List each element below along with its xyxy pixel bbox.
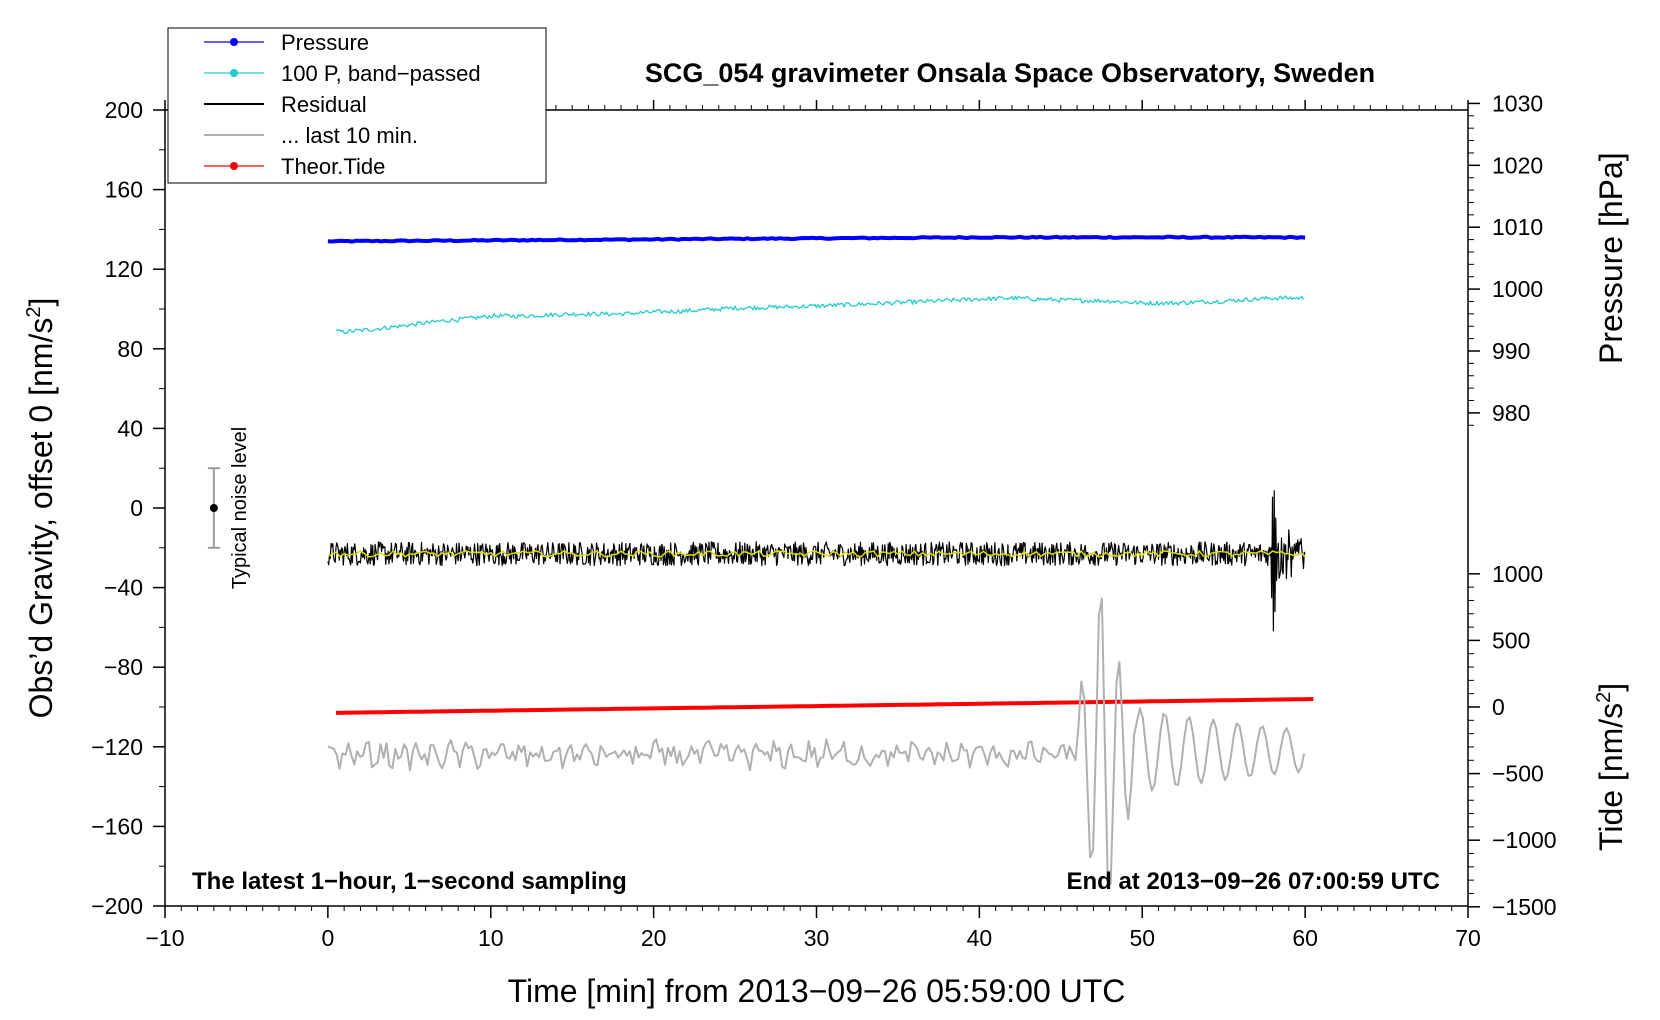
theoretical-tide-line bbox=[335, 697, 1314, 715]
plot-traces bbox=[327, 234, 1314, 886]
legend-marker bbox=[230, 38, 238, 46]
legend-box bbox=[167, 27, 547, 184]
legend-label: ... last 10 min. bbox=[281, 123, 418, 148]
tide-axis-title: Tide [nm/s2] bbox=[1593, 683, 1629, 851]
x-tick-label: 50 bbox=[1129, 925, 1155, 951]
noise-level-indicator: Typical noise level bbox=[207, 427, 251, 589]
noise-bar-center bbox=[209, 504, 218, 512]
y-tick-label: 160 bbox=[105, 177, 143, 203]
legend-marker bbox=[230, 162, 238, 170]
residual-smoothed-line bbox=[327, 550, 1306, 558]
x-tick-label: 10 bbox=[478, 925, 504, 951]
y-axis-title: Obs’d Gravity, offset 0 [nm/s2] bbox=[23, 298, 59, 719]
pressure-tick-label: 1010 bbox=[1492, 214, 1543, 240]
tide-axis-title-main: Tide [nm/s bbox=[1593, 703, 1629, 851]
band-passed-line bbox=[335, 295, 1305, 335]
tide-tick-label: 1000 bbox=[1492, 561, 1543, 587]
x-tick-label: 60 bbox=[1292, 925, 1318, 951]
y-axis-title-end: ] bbox=[23, 298, 59, 307]
tide-axis-title-end: ] bbox=[1593, 683, 1629, 692]
noise-level-label: Typical noise level bbox=[229, 427, 251, 589]
y-tick-label: −120 bbox=[91, 734, 143, 760]
tide-tick-label: 500 bbox=[1492, 627, 1530, 653]
tide-axis-title-sup: 2 bbox=[1593, 692, 1615, 703]
y-axis-title-main: Obs’d Gravity, offset 0 [nm/s bbox=[23, 318, 59, 719]
x-tick-label: 30 bbox=[804, 925, 830, 951]
y-tick-label: 0 bbox=[130, 495, 143, 521]
pressure-line bbox=[327, 234, 1306, 244]
tide-tick-label: −1000 bbox=[1492, 827, 1557, 853]
residual-line bbox=[327, 490, 1306, 632]
tide-tick-label: −1500 bbox=[1492, 894, 1557, 920]
y-tick-label: −80 bbox=[104, 654, 143, 680]
y-tick-label: 200 bbox=[105, 97, 143, 123]
y-tick-label: 80 bbox=[117, 336, 143, 362]
pressure-axis-title: Pressure [hPa] bbox=[1593, 152, 1629, 364]
pressure-tick-label: 1000 bbox=[1492, 276, 1543, 302]
y-tick-label: 40 bbox=[117, 415, 143, 441]
chart-title: SCG_054 gravimeter Onsala Space Observat… bbox=[645, 58, 1375, 88]
legend: Pressure 100 P, band−passed Residual ... la… bbox=[167, 27, 547, 184]
x-tick-label: 40 bbox=[967, 925, 993, 951]
y-axis-title-sup: 2 bbox=[23, 307, 45, 318]
legend-marker bbox=[230, 69, 238, 77]
sampling-note: The latest 1−hour, 1−second sampling bbox=[192, 868, 627, 895]
pressure-tick-label: 980 bbox=[1492, 400, 1530, 426]
x-tick-label: 0 bbox=[321, 925, 334, 951]
y-tick-label: −40 bbox=[104, 575, 143, 601]
tide-tick-label: −500 bbox=[1492, 761, 1544, 787]
y-tick-label: −200 bbox=[91, 893, 143, 919]
end-time-note: End at 2013−09−26 07:00:59 UTC bbox=[1066, 868, 1440, 895]
legend-label: 100 P, band−passed bbox=[281, 61, 481, 86]
pressure-tick-label: 1020 bbox=[1492, 152, 1543, 178]
tide-tick-label: 0 bbox=[1492, 694, 1505, 720]
pressure-tick-label: 1030 bbox=[1492, 90, 1543, 116]
y-tick-label: 120 bbox=[105, 256, 143, 282]
x-tick-label: 20 bbox=[641, 925, 667, 951]
axis-ticks: −10 0 10 20 30 40 50 60 70−200−160−120−80−400408… bbox=[91, 90, 1556, 951]
legend-label: Residual bbox=[281, 92, 367, 117]
x-tick-label: 70 bbox=[1455, 925, 1481, 951]
legend-label: Theor.Tide bbox=[281, 154, 385, 179]
x-axis-title: Time [min] from 2013−09−26 05:59:00 UTC bbox=[508, 973, 1126, 1009]
y-tick-label: −160 bbox=[91, 813, 143, 839]
x-tick-label: −10 bbox=[145, 925, 184, 951]
pressure-tick-label: 990 bbox=[1492, 338, 1530, 364]
last-10-min-line bbox=[327, 597, 1306, 886]
legend-label: Pressure bbox=[281, 30, 369, 55]
